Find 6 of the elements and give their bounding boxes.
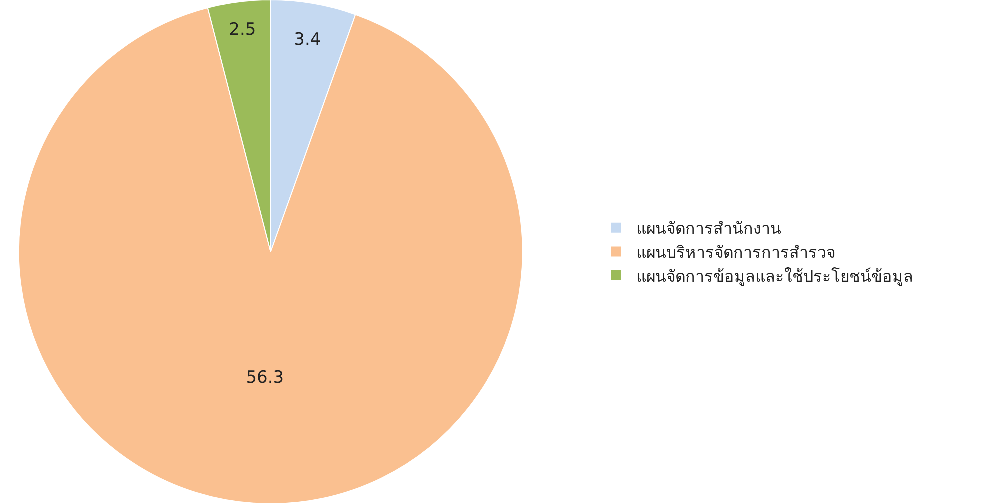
data-label: 3.4 [294, 30, 322, 50]
legend-label: แผนบริหารจัดการการสำรวจ [636, 242, 836, 262]
legend-label: แผนจัดการสำนักงาน [636, 219, 782, 238]
data-label: 2.5 [229, 20, 256, 40]
legend-label: แผนจัดการข้อมูลและใช้ประโยชน์ข้อมูล [636, 266, 914, 287]
data-label: 56.3 [246, 368, 284, 388]
